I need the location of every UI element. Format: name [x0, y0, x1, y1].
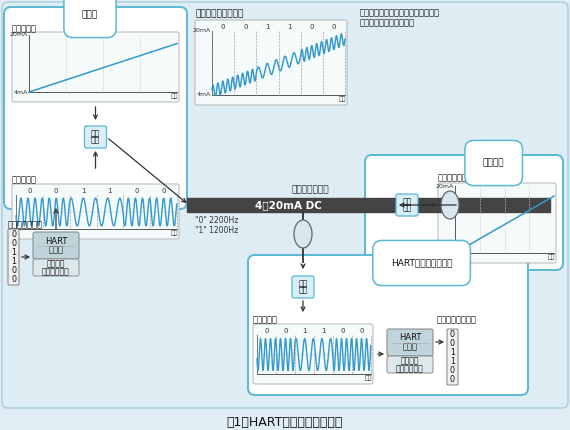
Text: 0: 0 [359, 328, 364, 334]
Text: 0: 0 [450, 330, 455, 339]
Text: 時間: 時間 [170, 230, 178, 236]
FancyBboxPatch shape [387, 329, 433, 356]
Text: 0: 0 [11, 275, 16, 284]
Text: 0: 0 [310, 24, 314, 30]
Text: 4mA: 4mA [197, 92, 211, 98]
Text: 0: 0 [11, 266, 16, 275]
Text: 原直流信号: 原直流信号 [12, 24, 37, 33]
Text: 時間: 時間 [170, 93, 178, 98]
Text: 受信計器: 受信計器 [483, 159, 504, 168]
Text: 0: 0 [221, 24, 225, 30]
Text: 0: 0 [264, 328, 268, 334]
FancyBboxPatch shape [195, 20, 347, 105]
FancyBboxPatch shape [12, 184, 179, 239]
Text: 0: 0 [450, 375, 455, 384]
Text: 0: 0 [11, 239, 16, 248]
Text: 0: 0 [332, 24, 336, 30]
FancyBboxPatch shape [292, 276, 314, 298]
Text: 周波数信号: 周波数信号 [12, 175, 37, 184]
Text: 0: 0 [135, 188, 139, 194]
Text: 1: 1 [11, 248, 16, 257]
FancyBboxPatch shape [365, 155, 563, 270]
FancyBboxPatch shape [4, 7, 187, 209]
Text: 重疊波形は理解を容易にするため、: 重疊波形は理解を容易にするため、 [360, 8, 440, 17]
Text: 0: 0 [27, 188, 32, 194]
FancyBboxPatch shape [447, 329, 458, 385]
Text: 1: 1 [11, 257, 16, 266]
Text: 周波数信号: 周波数信号 [253, 315, 278, 324]
Text: 1: 1 [108, 188, 112, 194]
Text: 4mA: 4mA [14, 89, 28, 95]
FancyBboxPatch shape [396, 194, 418, 216]
Text: 分離: 分離 [298, 286, 308, 295]
Text: 発信器: 発信器 [82, 10, 98, 19]
Text: 0: 0 [450, 339, 455, 348]
Text: マイクロ: マイクロ [401, 356, 420, 366]
Text: モデム: モデム [402, 343, 417, 351]
Text: アナログ信号線: アナログ信号線 [291, 185, 329, 194]
Text: 0: 0 [340, 328, 345, 334]
Text: 1: 1 [265, 24, 270, 30]
Text: 再生デジタル信号: 再生デジタル信号 [437, 315, 477, 324]
Text: 0: 0 [243, 24, 247, 30]
Text: 0: 0 [283, 328, 288, 334]
Text: "1" 1200Hz: "1" 1200Hz [195, 226, 238, 235]
Text: 信号: 信号 [91, 129, 100, 138]
FancyBboxPatch shape [84, 126, 107, 148]
Text: 1: 1 [81, 188, 86, 194]
Text: 20mA: 20mA [193, 28, 211, 34]
Text: モデム: モデム [48, 246, 63, 255]
Text: 4～20mA DC: 4～20mA DC [255, 200, 322, 210]
Text: 0: 0 [54, 188, 59, 194]
Text: 0: 0 [450, 366, 455, 375]
FancyBboxPatch shape [387, 356, 433, 373]
FancyBboxPatch shape [253, 324, 373, 384]
Text: HARTコミュニケータ: HARTコミュニケータ [391, 258, 453, 267]
Text: コンピュータ: コンピュータ [42, 267, 70, 276]
Text: 1: 1 [287, 24, 292, 30]
Text: 重畳: 重畳 [91, 136, 100, 145]
Text: 信号線上の重畳波形: 信号線上の重畳波形 [195, 9, 243, 18]
Text: 分離: 分離 [402, 204, 412, 213]
Text: 原デジタル信号: 原デジタル信号 [8, 220, 43, 229]
Text: 信号: 信号 [298, 279, 308, 288]
Text: 20mA: 20mA [435, 184, 454, 188]
Text: 1: 1 [321, 328, 325, 334]
Text: 図1　HART通信実現の仕組み: 図1 HART通信実現の仕組み [227, 415, 343, 429]
Ellipse shape [294, 220, 312, 248]
Text: "0" 2200Hz: "0" 2200Hz [195, 216, 238, 225]
FancyBboxPatch shape [33, 259, 79, 276]
Text: 1: 1 [450, 348, 455, 357]
FancyBboxPatch shape [438, 183, 556, 263]
Text: 20mA: 20mA [10, 33, 28, 37]
FancyBboxPatch shape [33, 232, 79, 259]
FancyBboxPatch shape [2, 2, 568, 408]
Text: 1: 1 [302, 328, 307, 334]
Text: コンピュータ: コンピュータ [396, 364, 424, 373]
Text: 模式的に描いています。: 模式的に描いています。 [360, 18, 415, 27]
Text: 時間: 時間 [548, 254, 555, 260]
Text: 0: 0 [11, 230, 16, 239]
Text: 信号: 信号 [402, 197, 412, 206]
Text: 1: 1 [450, 357, 455, 366]
FancyBboxPatch shape [248, 255, 528, 395]
Text: HART: HART [399, 334, 421, 343]
FancyBboxPatch shape [12, 32, 179, 102]
Text: 時間: 時間 [339, 96, 346, 101]
Text: 0: 0 [161, 188, 166, 194]
Text: 4mA: 4mA [439, 251, 454, 255]
Text: 再生直流信号: 再生直流信号 [438, 173, 468, 182]
Ellipse shape [441, 191, 459, 219]
FancyBboxPatch shape [8, 229, 19, 285]
Text: マイクロ: マイクロ [47, 259, 65, 268]
Text: 時間: 時間 [364, 375, 372, 381]
Text: HART: HART [45, 237, 67, 246]
